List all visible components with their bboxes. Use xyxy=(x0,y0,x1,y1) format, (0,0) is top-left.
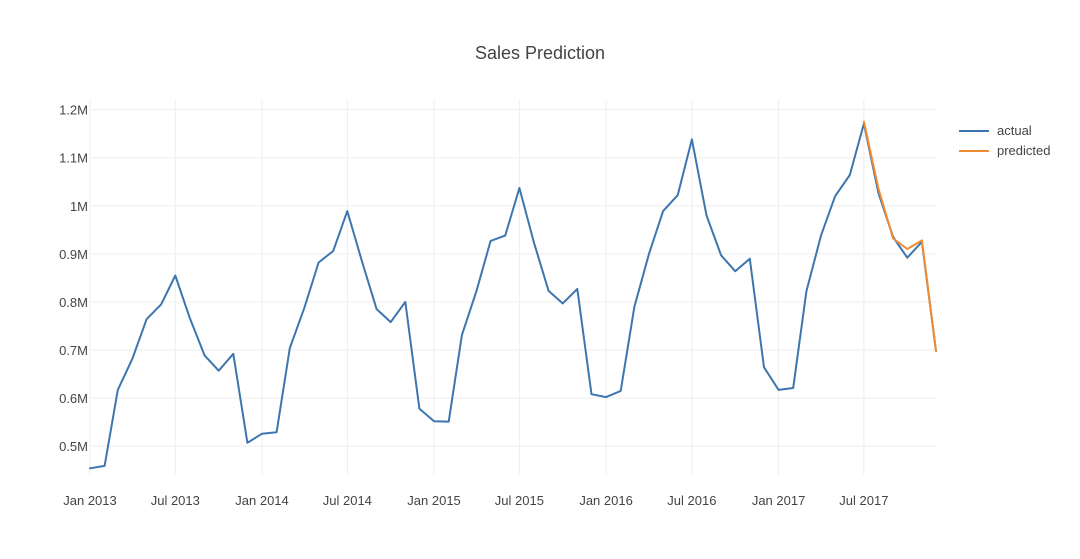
legend-label-predicted[interactable]: predicted xyxy=(997,143,1050,158)
x-tick-label: Jan 2017 xyxy=(752,493,806,508)
x-axis-ticks: Jan 2013 Jul 2013 Jan 2014 Jul 2014 Jan 2015… xyxy=(63,493,888,508)
y-tick-label: 1.2M xyxy=(59,103,88,118)
x-tick-label: Jul 2016 xyxy=(667,493,716,508)
x-tick-label: Jan 2014 xyxy=(235,493,289,508)
legend-label-actual[interactable]: actual xyxy=(997,123,1032,138)
series-layer xyxy=(89,120,937,470)
legend: actual predicted xyxy=(959,123,1050,158)
x-tick-label: Jul 2017 xyxy=(839,493,888,508)
y-tick-label: 1M xyxy=(70,199,88,214)
x-tick-label: Jul 2015 xyxy=(495,493,544,508)
y-tick-label: 1.1M xyxy=(59,151,88,166)
x-tick-label: Jul 2013 xyxy=(151,493,200,508)
y-tick-label: 0.7M xyxy=(59,343,88,358)
y-axis-ticks: 0.5M 0.6M 0.7M 0.8M 0.9M 1M 1.1M 1.2M xyxy=(59,103,88,455)
x-tick-label: Jul 2014 xyxy=(323,493,372,508)
y-tick-label: 0.6M xyxy=(59,391,88,406)
x-tick-label: Jan 2015 xyxy=(407,493,461,508)
x-tick-label: Jan 2013 xyxy=(63,493,117,508)
x-tick-label: Jan 2016 xyxy=(579,493,633,508)
y-tick-label: 0.9M xyxy=(59,247,88,262)
y-tick-label: 0.5M xyxy=(59,439,88,454)
chart-title: Sales Prediction xyxy=(475,43,605,63)
y-tick-label: 0.8M xyxy=(59,295,88,310)
grid-layer xyxy=(89,100,936,475)
series-line-predicted[interactable] xyxy=(862,120,937,352)
series-line-actual[interactable] xyxy=(89,122,937,470)
